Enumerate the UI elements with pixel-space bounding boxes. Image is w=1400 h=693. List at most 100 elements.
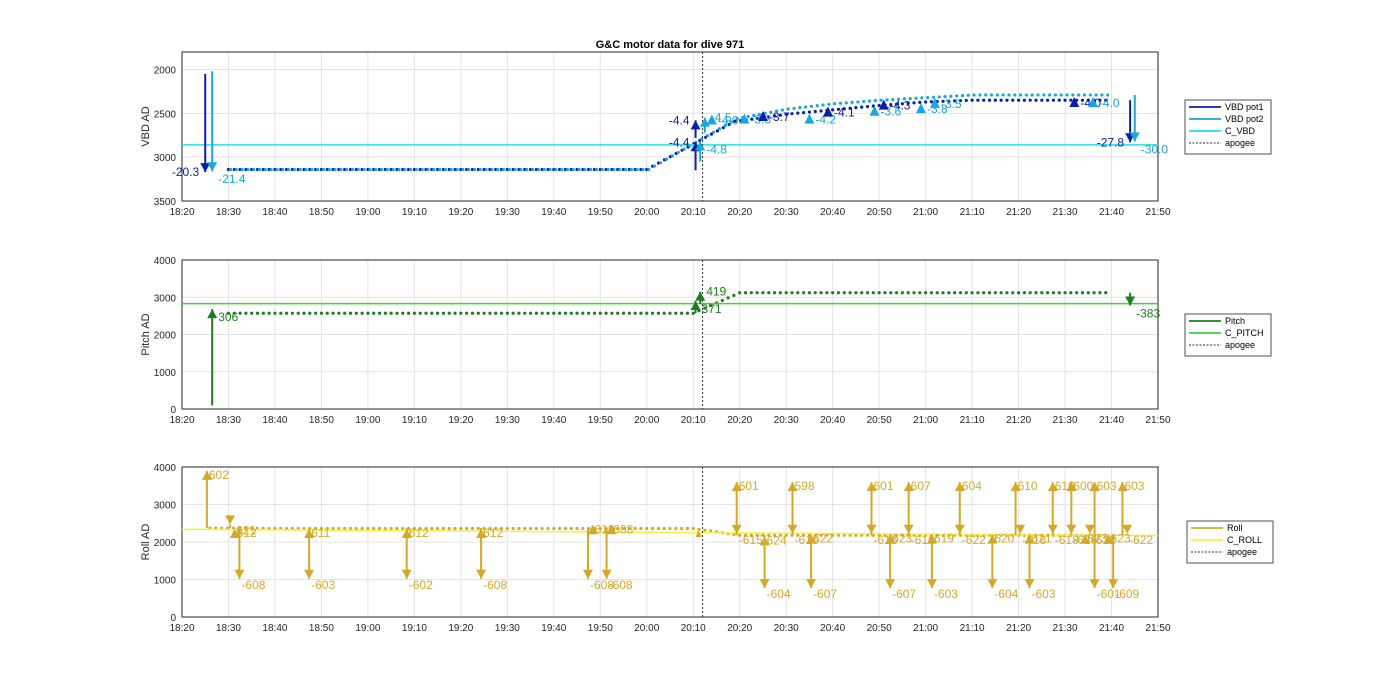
data-point [755, 533, 759, 537]
data-point [784, 533, 788, 537]
move-arrow-head [787, 482, 798, 492]
move-arrow-head [1129, 132, 1140, 142]
data-point [813, 109, 817, 114]
data-point [953, 291, 957, 295]
x-tick-label: 18:50 [309, 623, 334, 634]
x-tick-label: 20:50 [867, 207, 892, 218]
data-point [674, 526, 678, 531]
data-point [1063, 291, 1067, 295]
data-point [627, 311, 631, 315]
move-arrow-head [987, 579, 998, 589]
data-point [1075, 291, 1079, 295]
data-point [343, 526, 347, 531]
data-point [906, 101, 910, 105]
data-point [600, 167, 604, 172]
data-point [281, 167, 285, 172]
data-point [813, 533, 817, 537]
x-tick-label: 20:00 [634, 415, 659, 426]
x-tick-label: 18:20 [169, 415, 194, 426]
data-point [1036, 93, 1040, 97]
data-point [970, 98, 974, 102]
move-arrow-head [1084, 524, 1095, 534]
x-tick-label: 18:40 [262, 415, 287, 426]
data-point [1024, 93, 1028, 97]
x-tick-label: 21:50 [1145, 623, 1170, 634]
data-point [482, 311, 486, 315]
move-arrow-head [695, 141, 706, 151]
x-tick-label: 20:40 [820, 207, 845, 218]
data-point [670, 154, 674, 158]
data-point [883, 291, 887, 295]
data-point [519, 167, 523, 172]
data-point [918, 100, 922, 104]
move-arrow-head [954, 482, 965, 492]
data-point [700, 137, 704, 141]
data-point [226, 311, 231, 315]
data-point [691, 311, 695, 315]
data-point [924, 100, 928, 104]
x-tick-label: 21:50 [1145, 415, 1170, 426]
move-label: -608 [590, 578, 614, 592]
move-label: -608 [483, 578, 507, 592]
move-arrow-head [1015, 524, 1026, 534]
series-line-c-roll [181, 528, 1159, 537]
data-point [470, 311, 475, 315]
move-label: -4.0 [718, 113, 739, 127]
move-label: 612 [237, 526, 257, 540]
move-arrow-head [787, 524, 798, 534]
data-point [424, 311, 428, 315]
data-point [912, 101, 916, 105]
data-point [252, 167, 256, 172]
data-point [709, 132, 714, 136]
data-point [1046, 98, 1050, 102]
data-point [647, 167, 651, 172]
data-point [743, 533, 748, 537]
data-point [1034, 98, 1038, 102]
data-point [755, 116, 759, 121]
move-arrow-head [885, 579, 896, 589]
data-point [821, 103, 825, 107]
data-point [691, 526, 695, 531]
data-point [377, 526, 382, 531]
data-point [244, 311, 248, 315]
data-point [430, 526, 434, 531]
data-point [958, 291, 963, 295]
move-marker [915, 103, 926, 114]
data-point [331, 526, 335, 531]
y-tick-label: 2000 [154, 538, 177, 549]
data-point [717, 127, 722, 131]
data-point [650, 311, 655, 315]
data-point [645, 526, 649, 531]
x-tick-label: 21:00 [913, 623, 938, 634]
y-axis-label: VBD AD [140, 106, 152, 146]
data-point [569, 311, 573, 315]
y-tick-label: 3000 [154, 501, 177, 512]
data-point [501, 167, 506, 172]
data-point [924, 291, 928, 295]
move-arrow-head [1117, 482, 1128, 492]
data-point [786, 107, 790, 111]
data-point [833, 102, 837, 106]
legend-entry: C_VBD [1225, 126, 1256, 136]
data-point [354, 311, 358, 315]
move-label: 622 [813, 532, 833, 546]
data-point [1011, 98, 1015, 102]
data-point [819, 291, 823, 295]
data-point [385, 167, 389, 172]
data-point [228, 167, 233, 172]
data-point [333, 167, 337, 172]
data-point [889, 291, 893, 295]
data-point [412, 526, 416, 531]
move-label: 371 [702, 302, 722, 316]
data-point [552, 526, 556, 531]
data-point [461, 167, 465, 172]
data-point [455, 167, 459, 172]
data-point [273, 311, 277, 315]
data-point [738, 533, 742, 537]
data-point [447, 526, 451, 531]
data-point [343, 311, 347, 315]
data-point [662, 526, 666, 531]
x-tick-label: 19:20 [448, 415, 473, 426]
x-tick-label: 18:20 [169, 207, 194, 218]
data-point [569, 526, 573, 531]
